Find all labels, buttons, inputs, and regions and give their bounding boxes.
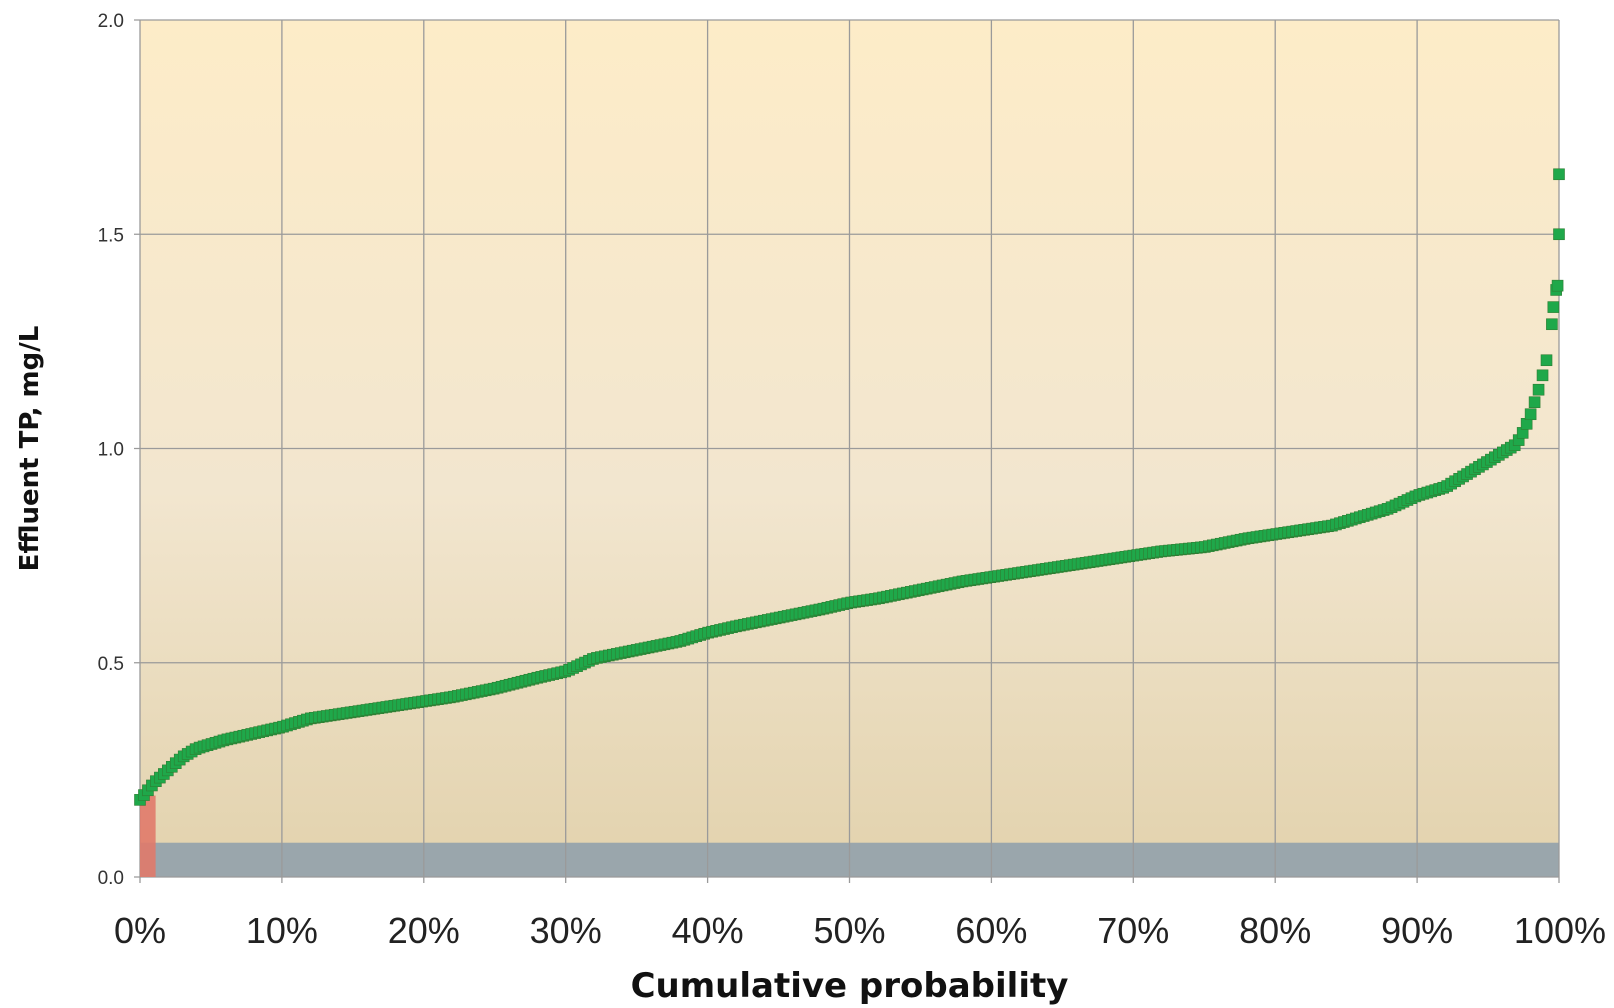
y-tick-label: 2.0 <box>98 11 124 32</box>
data-point <box>1547 301 1560 313</box>
data-point <box>1553 168 1565 181</box>
x-tick-label: 40% <box>672 910 744 951</box>
y-tick-label: 1.5 <box>98 225 124 246</box>
y-tick-labels: 0.0 0.5 1.0 1.5 2.0 <box>98 11 124 889</box>
data-point <box>1546 318 1558 331</box>
data-point <box>1553 228 1565 241</box>
data-point <box>1532 383 1545 396</box>
y-tick-label: 0.0 <box>98 868 124 889</box>
x-tick-label: 30% <box>530 910 602 951</box>
data-point <box>1528 396 1541 409</box>
x-tick-label: 10% <box>246 910 318 951</box>
x-tick-label: 100% <box>1514 910 1606 951</box>
data-point <box>1540 354 1553 367</box>
data-point <box>1536 369 1549 382</box>
data-point <box>1551 279 1564 292</box>
data-points <box>134 168 1565 806</box>
x-tick-label: 80% <box>1239 910 1311 951</box>
gridlines <box>134 19 1560 883</box>
y-tick-label: 0.5 <box>98 654 124 675</box>
x-tick-labels: 0% 10% 20% 30% 40% 50% 60% 70% 80% 90% 100% <box>114 910 1606 951</box>
x-axis-label: Cumulative probability <box>631 966 1069 1006</box>
x-tick-label: 0% <box>114 910 166 951</box>
x-tick-label: 60% <box>955 910 1027 951</box>
low-value-bar-0 <box>140 795 156 877</box>
x-tick-label: 70% <box>1097 910 1169 951</box>
data-point <box>1524 408 1537 421</box>
x-tick-label: 20% <box>388 910 460 951</box>
y-axis-label: Effluent TP, mg/L <box>15 326 45 572</box>
y-tick-label: 1.0 <box>98 440 124 461</box>
bars-layer <box>140 795 156 877</box>
x-tick-label: 50% <box>813 910 885 951</box>
x-tick-label: 90% <box>1381 910 1453 951</box>
